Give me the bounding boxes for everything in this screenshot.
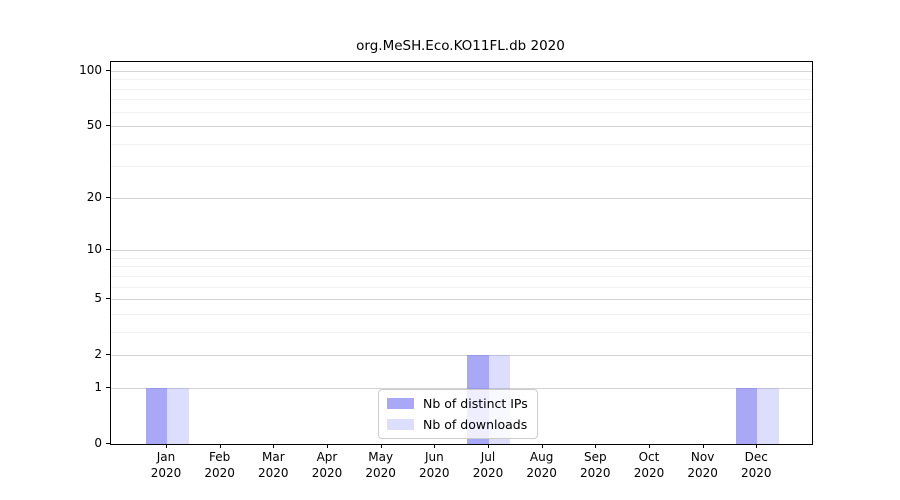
y-axis-tick-label: 0 xyxy=(94,436,102,450)
minor-gridline xyxy=(111,331,812,333)
minor-gridline xyxy=(111,166,812,168)
x-axis-tick xyxy=(756,444,758,448)
x-axis-tick xyxy=(166,444,167,448)
x-axis-tick xyxy=(434,444,436,448)
y-axis-tick-label: 20 xyxy=(86,189,102,204)
y-axis-tick-label: 1 xyxy=(94,379,102,394)
x-axis-tick-label: May 2020 xyxy=(351,449,411,481)
legend-label-downloads: Nb of downloads xyxy=(423,417,528,432)
y-axis-tick-label: 100 xyxy=(79,63,102,77)
x-axis-tick-label: Apr 2020 xyxy=(297,449,357,481)
x-axis-tick xyxy=(648,444,650,448)
minor-gridline xyxy=(111,275,812,277)
major-gridline xyxy=(111,126,812,128)
major-gridline xyxy=(111,355,812,357)
bar-downloads-jan xyxy=(167,387,189,444)
legend-item-distinct-ips: Nb of distinct IPs xyxy=(387,396,528,411)
x-axis-tick-year: 2020 xyxy=(472,466,504,480)
x-axis-tick xyxy=(702,444,704,448)
legend-swatch-distinct-ips xyxy=(387,398,414,409)
major-gridline xyxy=(111,299,812,301)
major-gridline xyxy=(111,71,812,72)
x-axis-tick-label: Oct 2020 xyxy=(619,449,679,481)
chart-title: org.MeSH.Eco.KO11FL.db 2020 xyxy=(356,38,565,54)
y-axis-tick xyxy=(106,443,110,444)
x-axis-tick xyxy=(273,444,275,448)
bar-downloads-dec xyxy=(757,387,779,444)
x-axis-tick-year: 2020 xyxy=(311,466,343,480)
x-axis-tick-year: 2020 xyxy=(687,466,718,480)
minor-gridline xyxy=(111,79,812,81)
y-axis-tick xyxy=(106,70,110,71)
y-axis-tick-label: 10 xyxy=(86,242,102,257)
x-axis-tick-label: Jul 2020 xyxy=(458,449,518,481)
x-axis-tick-year: 2020 xyxy=(204,466,235,480)
x-axis-tick-year: 2020 xyxy=(526,466,557,480)
legend-swatch-downloads xyxy=(387,419,414,430)
minor-gridline xyxy=(111,111,812,113)
x-axis-tick xyxy=(487,444,489,448)
x-axis-tick-year: 2020 xyxy=(150,466,182,480)
x-axis-tick-label: Sep 2020 xyxy=(565,449,625,481)
y-axis-tick xyxy=(106,196,110,198)
minor-gridline xyxy=(111,88,812,90)
plot-area: Nb of distinct IPs Nb of downloads xyxy=(110,61,813,445)
x-axis-tick xyxy=(595,444,597,448)
x-axis-tick-label: Jan 2020 xyxy=(136,449,196,481)
minor-gridline xyxy=(111,99,812,101)
y-axis-tick xyxy=(106,249,110,251)
x-axis-tick-label: Feb 2020 xyxy=(190,449,250,481)
x-axis-tick xyxy=(380,444,382,448)
major-gridline xyxy=(111,197,812,199)
y-axis-tick-label: 2 xyxy=(94,347,102,362)
minor-gridline xyxy=(111,313,812,315)
y-axis-tick xyxy=(106,386,110,388)
legend-label-distinct-ips: Nb of distinct IPs xyxy=(423,396,528,411)
x-axis-tick xyxy=(326,444,328,448)
y-axis-tick-label: 5 xyxy=(94,291,102,306)
x-axis-tick-label: Jun 2020 xyxy=(404,449,464,481)
minor-gridline xyxy=(111,266,812,268)
x-axis-tick-year: 2020 xyxy=(258,466,289,480)
x-axis-tick-label: Dec 2020 xyxy=(726,449,786,481)
major-gridline xyxy=(111,387,812,389)
x-axis-tick-label: Mar 2020 xyxy=(243,449,303,481)
bar-distinct-ips-dec xyxy=(735,387,758,444)
legend: Nb of distinct IPs Nb of downloads xyxy=(378,389,538,439)
x-axis-tick-year: 2020 xyxy=(419,466,450,480)
bar-distinct-ips-jan xyxy=(145,387,167,444)
y-axis-tick xyxy=(106,125,110,127)
x-axis-tick-year: 2020 xyxy=(741,466,772,480)
legend-item-downloads: Nb of downloads xyxy=(387,417,528,432)
major-gridline xyxy=(111,250,812,252)
x-axis-tick-label: Aug 2020 xyxy=(512,449,572,481)
y-axis-tick-label: 50 xyxy=(86,118,102,133)
minor-gridline xyxy=(111,286,812,288)
minor-gridline xyxy=(111,143,812,145)
x-axis-tick xyxy=(541,444,543,448)
x-axis-tick-year: 2020 xyxy=(633,466,665,480)
x-axis-tick-year: 2020 xyxy=(580,466,611,480)
x-axis-tick-label: Nov 2020 xyxy=(673,449,733,481)
x-axis-tick xyxy=(219,444,221,448)
y-axis-tick xyxy=(106,354,110,356)
minor-gridline xyxy=(111,257,812,259)
y-axis-tick xyxy=(106,298,110,300)
x-axis-tick-year: 2020 xyxy=(365,466,396,480)
